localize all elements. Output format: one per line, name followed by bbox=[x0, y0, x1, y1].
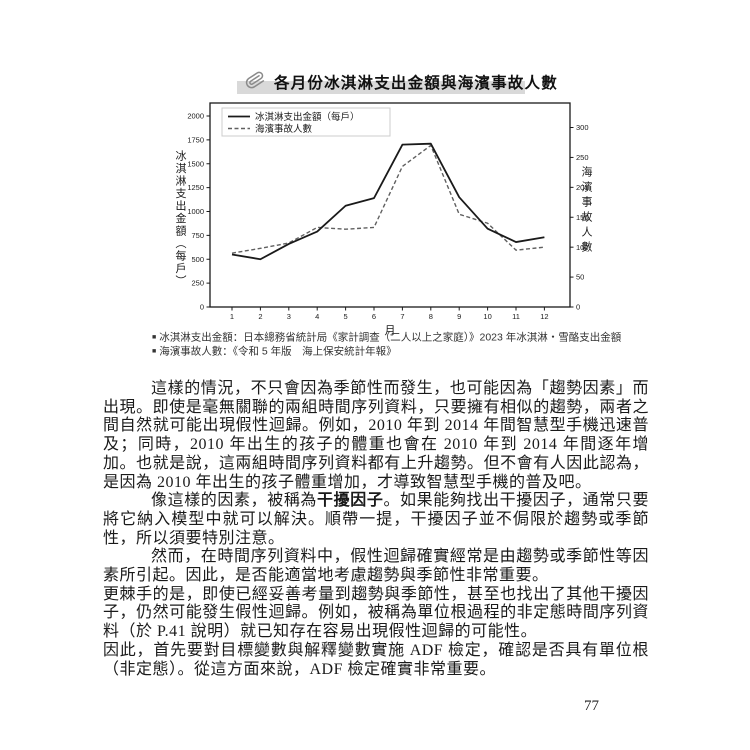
paragraph: 這樣的情況，不只會因為季節性而發生，也可能因為「趨勢因素」而出現。即使是毫無關聯… bbox=[103, 380, 649, 491]
left-tick-label: 250 bbox=[191, 279, 204, 288]
right-tick-label: 300 bbox=[576, 123, 589, 132]
x-tick-label: 6 bbox=[372, 312, 376, 321]
figure-footnotes: ■ 冰淇淋支出金額：日本總務省統計局《家計調查（二人以上之家庭）》2023 年冰淇… bbox=[152, 331, 621, 359]
paragraph: 像這樣的因素，被稱為干擾因子。如果能夠找出干擾因子，通常只要將它納入模型中就可以… bbox=[103, 492, 649, 548]
paragraph: 然而，在時間序列資料中，假性迴歸確實經常是由趨勢或季節性等因素所引起。因此，是否… bbox=[103, 548, 649, 585]
left-tick-label: 1500 bbox=[187, 159, 204, 168]
x-tick-label: 9 bbox=[457, 312, 461, 321]
footnote-line: ■ 海濱事故人數：《令和 5 年版 海上保安統計年報》 bbox=[152, 345, 621, 359]
legend-label: 海濱事故人數 bbox=[255, 123, 313, 135]
title-highlight-band bbox=[237, 81, 525, 94]
right-tick-label: 250 bbox=[576, 153, 589, 162]
x-tick-label: 7 bbox=[400, 312, 404, 321]
paragraph: 因此，首先要對目標變數與解釋變數實施 ADF 檢定，確認是否具有單位根（非定態）… bbox=[103, 641, 649, 678]
right-axis-label: 海濱事故人數 bbox=[580, 166, 592, 256]
plot-frame bbox=[209, 102, 571, 308]
x-tick-label: 5 bbox=[344, 312, 348, 321]
left-tick-label: 2000 bbox=[187, 112, 204, 121]
left-axis-label: 冰淇淋支出金額（每戶） bbox=[174, 150, 186, 288]
paragraph: 更棘手的是，即使已經妥善考量到趨勢與季節性，甚至也找出了其他干擾因子，仍然可能發… bbox=[103, 585, 649, 641]
x-tick-label: 8 bbox=[429, 312, 433, 321]
right-tick-label: 0 bbox=[576, 303, 580, 312]
x-axis-label: 月 bbox=[385, 325, 396, 337]
x-tick-label: 2 bbox=[258, 312, 262, 321]
series-line-dashed bbox=[231, 144, 545, 254]
x-tick-label: 1 bbox=[230, 312, 234, 321]
left-tick-label: 750 bbox=[191, 231, 204, 240]
line-chart: 0250500750100012501500175020000501001502… bbox=[187, 102, 589, 337]
page-number: 77 bbox=[584, 698, 599, 714]
right-tick-label: 200 bbox=[576, 183, 589, 192]
series-line-solid bbox=[231, 142, 545, 261]
paragraph-text: 。如果能夠找出干擾因子，通常只要將它納入模型中就可以解決。順帶一提，干擾因子並不… bbox=[103, 492, 649, 547]
right-tick-label: 50 bbox=[576, 273, 584, 282]
right-tick-label: 150 bbox=[576, 213, 589, 222]
footnote-text: 冰淇淋支出金額：日本總務省統計局《家計調查（二人以上之家庭）》2023 年冰淇淋… bbox=[159, 331, 622, 344]
x-tick-label: 4 bbox=[315, 312, 319, 321]
figure-title: 各月份冰淇淋支出金額與海濱事故人數 bbox=[274, 75, 558, 92]
x-tick-label: 11 bbox=[512, 312, 520, 321]
square-bullet-icon: ■ bbox=[152, 334, 157, 341]
paragraph-text: 像這樣的因素，被稱為 bbox=[151, 492, 318, 510]
body-text: 這樣的情況，不只會因為季節性而發生，也可能因為「趨勢因素」而出現。即使是毫無關聯… bbox=[103, 380, 649, 679]
footnote-line: ■ 冰淇淋支出金額：日本總務省統計局《家計調查（二人以上之家庭）》2023 年冰淇… bbox=[152, 331, 621, 345]
left-tick-label: 1250 bbox=[187, 183, 204, 192]
left-tick-label: 500 bbox=[191, 255, 204, 264]
left-tick-label: 0 bbox=[200, 303, 204, 312]
chart-container: 0 250 500 750 1000 1250 1500 1750 2000 0 50 100 150 2… bbox=[165, 95, 595, 340]
x-tick-label: 12 bbox=[540, 312, 548, 321]
bold-term: 干擾因子 bbox=[317, 492, 384, 510]
square-bullet-icon: ■ bbox=[152, 348, 157, 355]
x-tick-label: 10 bbox=[483, 312, 491, 321]
paperclip-icon bbox=[243, 68, 268, 97]
right-tick-label: 100 bbox=[576, 243, 589, 252]
footnote-text: 海濱事故人數：《令和 5 年版 海上保安統計年報》 bbox=[159, 345, 397, 358]
legend-box bbox=[221, 107, 391, 137]
left-tick-label: 1000 bbox=[187, 207, 204, 216]
left-tick-label: 1750 bbox=[187, 135, 204, 144]
x-tick-label: 3 bbox=[287, 312, 291, 321]
legend-label: 冰淇淋支出金額（每戶） bbox=[255, 111, 360, 123]
